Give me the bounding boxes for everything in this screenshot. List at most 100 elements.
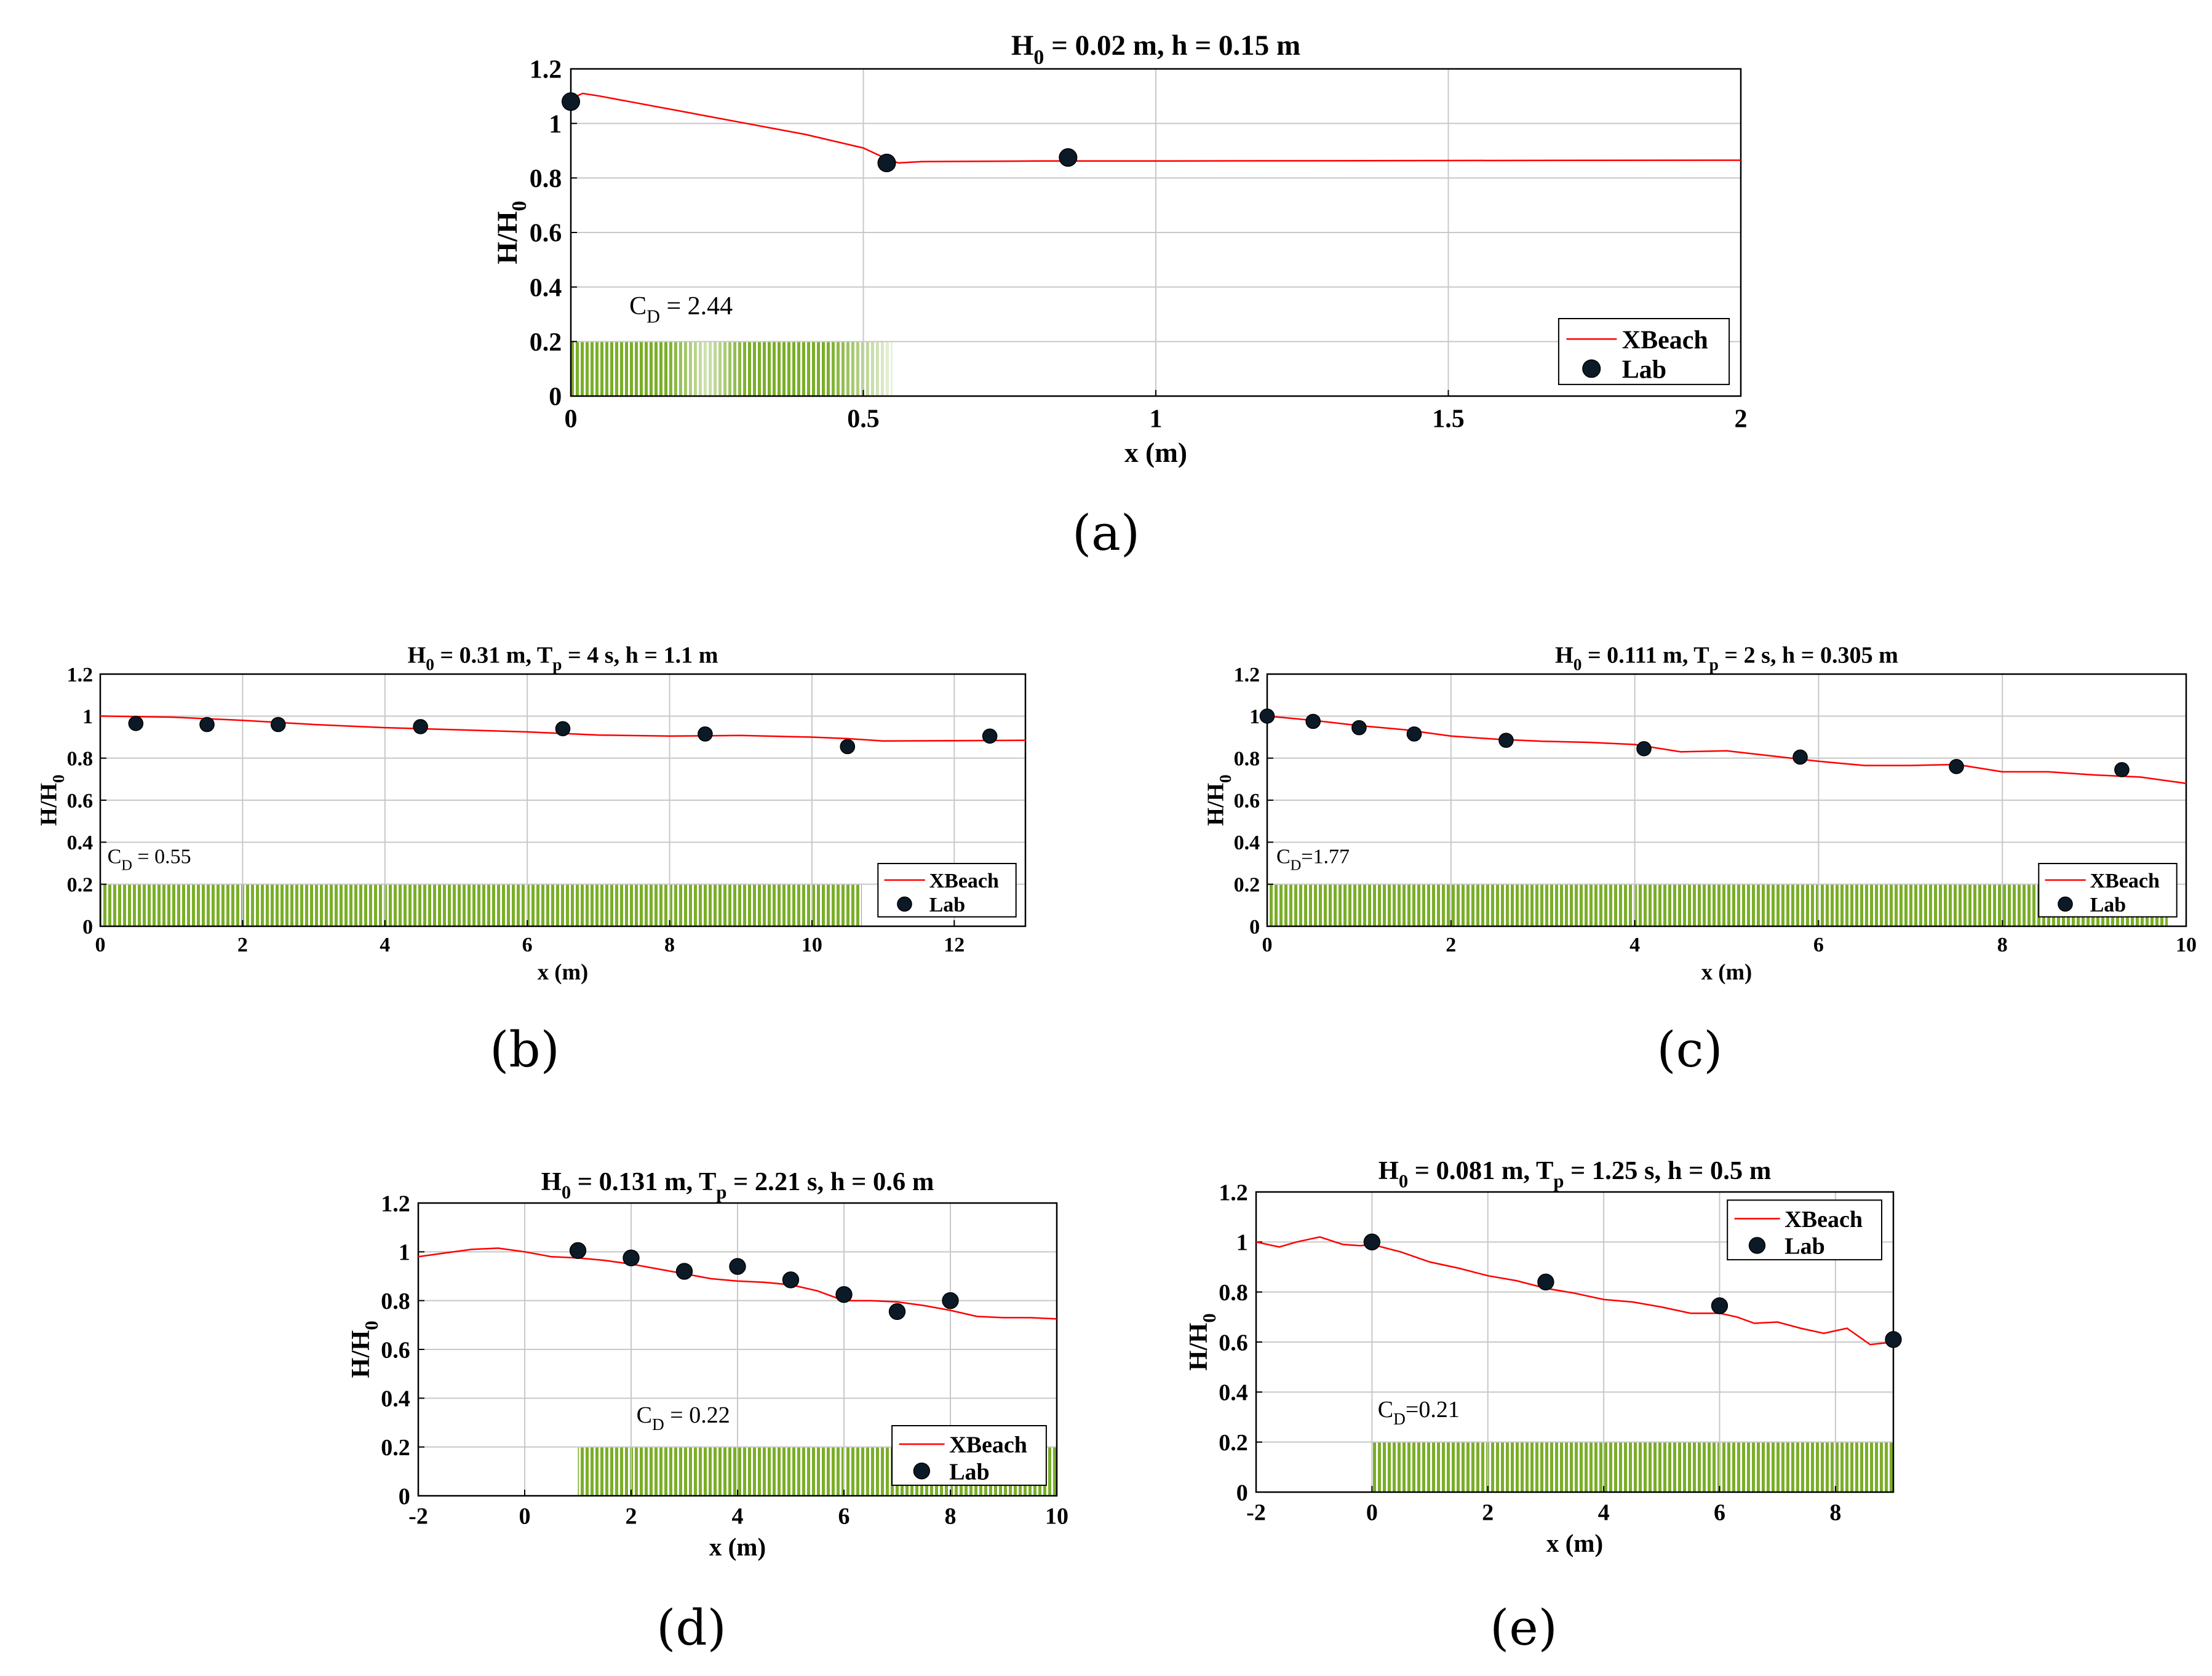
y-tick-label: 0 — [1249, 916, 1260, 939]
series-point-lab — [623, 1249, 640, 1266]
x-tick-label: 6 — [838, 1504, 850, 1530]
x-tick-label: 10 — [802, 934, 822, 956]
series-point-lab — [1406, 726, 1422, 742]
series-point-lab — [561, 92, 581, 111]
series-point-lab — [1537, 1273, 1554, 1291]
y-tick-label: 0 — [82, 916, 93, 939]
chart-title: H0 = 0.111 m, Tp = 2 s, h = 0.305 m — [1555, 642, 1898, 673]
series-point-lab — [1885, 1331, 1902, 1348]
legend-label-lab: Lab — [949, 1459, 989, 1485]
x-tick-label: 4 — [1629, 934, 1640, 956]
y-tick-label: 0.6 — [1234, 790, 1260, 812]
y-tick-label: 0.8 — [67, 748, 93, 771]
y-tick-label: 1.2 — [1234, 664, 1260, 686]
chart-title: H0 = 0.02 m, h = 0.15 m — [1011, 30, 1300, 69]
series-point-lab — [1059, 148, 1078, 167]
y-tick-label: 0.4 — [67, 832, 93, 854]
y-tick-label: 0.8 — [1234, 748, 1260, 771]
cd-label: CD = 0.22 — [637, 1402, 730, 1434]
legend-label-lab: Lab — [2090, 894, 2126, 916]
legend-label-xbeach: XBeach — [949, 1432, 1027, 1458]
y-tick-label: 1 — [549, 110, 562, 138]
legend-label-xbeach: XBeach — [1622, 326, 1708, 354]
x-tick-label: 8 — [1997, 934, 2008, 956]
y-tick-label: 0 — [1236, 1480, 1248, 1506]
y-tick-label: 1 — [1236, 1230, 1248, 1256]
legend-swatch-lab — [2058, 896, 2073, 912]
x-tick-label: 4 — [380, 934, 390, 956]
x-tick-label: 0 — [519, 1504, 531, 1530]
y-tick-label: 1 — [1249, 705, 1260, 728]
legend-swatch-lab — [913, 1462, 931, 1480]
caption-d: (d) — [656, 1599, 726, 1656]
y-axis-label: H/H0 — [491, 201, 531, 264]
vegetation-patch — [571, 341, 893, 396]
y-tick-label: 0.6 — [530, 220, 562, 248]
y-axis-label: H/H0 — [36, 774, 68, 826]
legend-label-lab: Lab — [1784, 1234, 1824, 1260]
series-point-lab — [877, 153, 896, 172]
x-tick-label: 0 — [1366, 1500, 1378, 1526]
legend-label-xbeach: XBeach — [929, 870, 999, 892]
series-point-lab — [782, 1271, 800, 1289]
series-point-lab — [569, 1242, 587, 1260]
y-tick-label: 1 — [399, 1240, 410, 1266]
chart-title: H0 = 0.131 m, Tp = 2.21 s, h = 0.6 m — [541, 1167, 934, 1203]
x-axis-label: x (m) — [1701, 959, 1752, 985]
x-tick-label: 10 — [2176, 934, 2197, 956]
series-line-xbeach — [418, 1247, 1057, 1320]
series-point-lab — [270, 717, 286, 733]
x-tick-label: 10 — [1045, 1504, 1068, 1530]
series-point-lab — [1792, 749, 1808, 765]
x-tick-label: 6 — [522, 934, 533, 956]
y-tick-label: 1.2 — [67, 664, 93, 686]
series-point-lab — [698, 726, 713, 742]
x-tick-label: 0 — [95, 934, 106, 956]
series-point-lab — [1351, 720, 1367, 736]
legend-label-lab: Lab — [1622, 356, 1666, 384]
series-point-lab — [1498, 733, 1514, 748]
vegetation-patch — [1267, 884, 2168, 926]
caption-c: (c) — [1657, 1021, 1723, 1078]
y-axis-label: H/H0 — [1184, 1313, 1220, 1370]
x-tick-label: 2 — [626, 1504, 637, 1530]
x-tick-label: -2 — [1246, 1500, 1266, 1526]
x-axis-label: x (m) — [538, 959, 589, 985]
vegetation-patch — [1372, 1442, 1893, 1492]
y-tick-label: 0.4 — [1219, 1380, 1248, 1406]
legend-label-xbeach: XBeach — [2090, 870, 2160, 892]
x-tick-label: 8 — [1829, 1500, 1841, 1526]
series-point-lab — [413, 719, 428, 734]
series-point-lab — [1711, 1297, 1729, 1314]
x-tick-label: 4 — [732, 1504, 744, 1530]
series-point-lab — [1305, 713, 1321, 729]
x-tick-label: 2 — [1735, 405, 1748, 433]
y-tick-label: 1.2 — [381, 1191, 410, 1217]
x-tick-label: 6 — [1813, 934, 1824, 956]
cd-label: CD = 0.55 — [108, 846, 191, 874]
x-tick-label: 0.5 — [847, 405, 880, 433]
vegetation-patch — [100, 884, 862, 926]
series-point-lab — [1636, 741, 1652, 757]
x-tick-label: 2 — [237, 934, 248, 956]
series-line-xbeach — [1255, 1236, 1894, 1346]
x-tick-label: -2 — [408, 1504, 428, 1530]
legend-swatch-lab — [897, 896, 912, 912]
legend-swatch-lab — [1582, 359, 1601, 378]
y-axis-label: H/H0 — [1203, 774, 1235, 826]
chart-title: H0 = 0.31 m, Tp = 4 s, h = 1.1 m — [408, 642, 718, 673]
y-tick-label: 0.6 — [1219, 1330, 1248, 1356]
series-point-lab — [675, 1263, 693, 1280]
x-tick-label: 2 — [1482, 1500, 1494, 1526]
cd-label: CD = 2.44 — [629, 292, 733, 327]
y-tick-label: 0 — [549, 383, 562, 411]
x-tick-label: 8 — [945, 1504, 957, 1530]
y-tick-label: 0.6 — [67, 790, 93, 812]
series-point-lab — [1949, 759, 1964, 774]
caption-e: (e) — [1490, 1599, 1558, 1656]
x-axis-label: x (m) — [1124, 437, 1187, 468]
